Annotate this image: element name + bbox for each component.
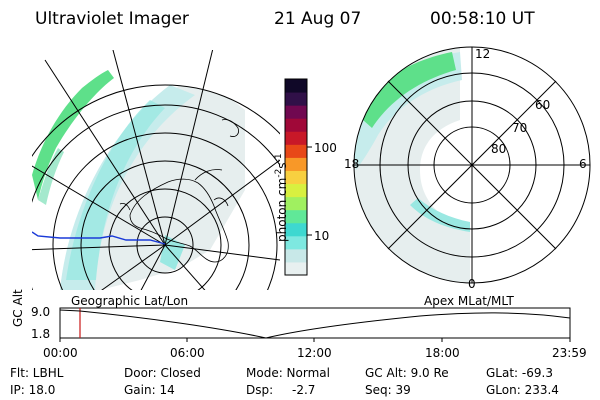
instrument-title: Ultraviolet Imager (35, 9, 189, 29)
x-tick-0600: 06:00 (170, 346, 205, 360)
colorbar-band (285, 92, 307, 106)
colorbar-band (285, 157, 307, 171)
colorbar-band (285, 79, 307, 93)
colorbar-band (285, 118, 307, 132)
info-gc-alt: GC Alt: 9.0 Re (365, 366, 449, 380)
colorbar-tick-100: 100 (314, 141, 337, 155)
colorbar-tick-10: 10 (314, 229, 330, 243)
geo-latitude-circles (32, 104, 280, 290)
colorbar-band (285, 170, 307, 185)
timeline-left-title: Geographic Lat/Lon (71, 294, 189, 308)
timeline-axis-label: GC Alt (11, 289, 25, 327)
info-glat: GLat: -69.3 (486, 366, 553, 380)
satellite-track (32, 231, 166, 245)
info-gain: Gain: 14 (124, 383, 175, 397)
observation-date: 21 Aug 07 (274, 9, 362, 29)
info-dsp: Dsp: (246, 383, 274, 397)
colorbar-band (285, 183, 307, 198)
mlt-label-0: 0 (468, 277, 476, 291)
mlt-label-6: 6 (579, 157, 587, 171)
mlt-label-18: 18 (344, 157, 360, 171)
x-tick-1200: 12:00 (297, 346, 332, 360)
y-tick-1-8: 1.8 (31, 327, 51, 341)
colorbar-band (285, 196, 307, 211)
geo-boundary-circle (32, 84, 280, 158)
x-tick-1800: 18:00 (425, 346, 460, 360)
info-seq: Seq: 39 (365, 383, 411, 397)
timeline-frame (59, 307, 571, 339)
colorbar-band (285, 131, 307, 145)
mlt-spokes (354, 47, 590, 283)
mlat-label-70: 70 (512, 121, 528, 135)
info-dsp-value: -2.7 (292, 383, 316, 397)
colorbar-band (285, 144, 307, 158)
x-tick-2359: 23:59 (552, 346, 587, 360)
colorbar-band (285, 222, 307, 237)
colorbar-frame (284, 78, 308, 276)
x-tick-0000: 00:00 (43, 346, 78, 360)
coastline (119, 119, 239, 263)
info-ip: IP: 18.0 (10, 383, 56, 397)
info-glon: GLon: 233.4 (486, 383, 559, 397)
timeline-right-title: Apex MLat/MLT (424, 294, 514, 308)
altitude-curve (59, 309, 571, 339)
colorbar-band (285, 248, 307, 263)
y-tick-9: 9.0 (31, 305, 51, 319)
mlat-label-60: 60 (535, 98, 551, 112)
colorbar-band (285, 209, 307, 224)
geo-meridians (32, 50, 280, 290)
observation-time: 00:58:10 UT (430, 9, 535, 29)
info-mode: Mode: Normal (246, 366, 330, 380)
mlt-label-12: 12 (475, 47, 491, 61)
info-flt: Flt: LBHL (10, 366, 64, 380)
colorbar-band (285, 105, 307, 119)
colorbar-band (285, 261, 307, 276)
colorbar-band (285, 235, 307, 250)
mlat-label-80: 80 (491, 142, 507, 156)
info-door: Door: Closed (124, 366, 201, 380)
